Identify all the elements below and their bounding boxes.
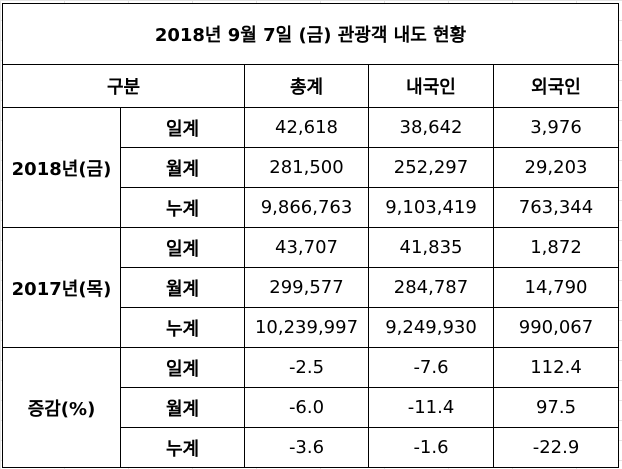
row-label: 누계	[120, 307, 245, 348]
value-cell: 41,835	[368, 227, 494, 268]
value-cell: 252,297	[368, 147, 494, 188]
value-cell: 10,239,997	[244, 307, 369, 348]
column-header: 총계	[244, 64, 369, 108]
value-cell: -3.6	[244, 427, 369, 468]
value-cell: 9,103,419	[368, 187, 494, 228]
row-label: 월계	[120, 387, 245, 428]
value-cell: 38,642	[368, 107, 494, 148]
value-cell: 990,067	[493, 307, 619, 348]
value-cell: 112.4	[493, 347, 619, 388]
value-cell: 284,787	[368, 267, 494, 308]
value-cell: 281,500	[244, 147, 369, 188]
header-row: 구분 총계 내국인 외국인	[2, 64, 619, 108]
row-label: 누계	[120, 187, 245, 228]
value-cell: 9,866,763	[244, 187, 369, 228]
value-cell: 763,344	[493, 187, 619, 228]
value-cell: -11.4	[368, 387, 494, 428]
column-header: 내국인	[368, 64, 494, 108]
row-label: 일계	[120, 347, 245, 388]
data-row: 누계 -3.6 -1.6 -22.9	[3, 427, 619, 468]
value-cell: -6.0	[244, 387, 369, 428]
value-cell: 43,707	[244, 227, 369, 268]
row-label: 월계	[120, 267, 245, 308]
group-label: 2018년(금)	[2, 107, 121, 228]
value-cell: 1,872	[493, 227, 619, 268]
row-label: 일계	[120, 227, 245, 268]
group-label: 2017년(목)	[2, 227, 121, 348]
value-cell: -2.5	[244, 347, 369, 388]
column-header: 구분	[2, 64, 245, 108]
value-cell: -22.9	[493, 427, 619, 468]
value-cell: 3,976	[493, 107, 619, 148]
data-row: 증감(%) 일계 -2.5 -7.6 112.4	[2, 347, 619, 468]
group-label: 증감(%)	[2, 347, 121, 468]
value-cell: 9,249,930	[368, 307, 494, 348]
tourist-table: 2018년 9월 7일 (금) 관광객 내도 현황 구분 총계 내국인 외국인 2018년…	[2, 3, 619, 468]
value-cell: 42,618	[244, 107, 369, 148]
value-cell: 29,203	[493, 147, 619, 188]
value-cell: 97.5	[493, 387, 619, 428]
value-cell: 299,577	[244, 267, 369, 308]
value-cell: 14,790	[493, 267, 619, 308]
data-row: 월계 281,500 252,297 29,203	[3, 147, 619, 188]
table-title: 2018년 9월 7일 (금) 관광객 내도 현황	[2, 3, 619, 65]
data-row: 월계 -6.0 -11.4 97.5	[3, 387, 619, 428]
data-row: 월계 299,577 284,787 14,790	[3, 267, 619, 308]
data-row: 2017년(목) 일계 43,707 41,835 1,872	[2, 227, 619, 348]
row-label: 월계	[120, 147, 245, 188]
title-row: 2018년 9월 7일 (금) 관광객 내도 현황	[2, 3, 619, 65]
data-row: 누계 9,866,763 9,103,419 763,344	[3, 187, 619, 228]
value-cell: -7.6	[368, 347, 494, 388]
row-label: 일계	[120, 107, 245, 148]
data-row: 2018년(금) 일계 42,618 38,642 3,976	[2, 107, 619, 228]
data-row: 누계 10,239,997 9,249,930 990,067	[3, 307, 619, 348]
value-cell: -1.6	[368, 427, 494, 468]
row-label: 누계	[120, 427, 245, 468]
column-header: 외국인	[493, 64, 619, 108]
